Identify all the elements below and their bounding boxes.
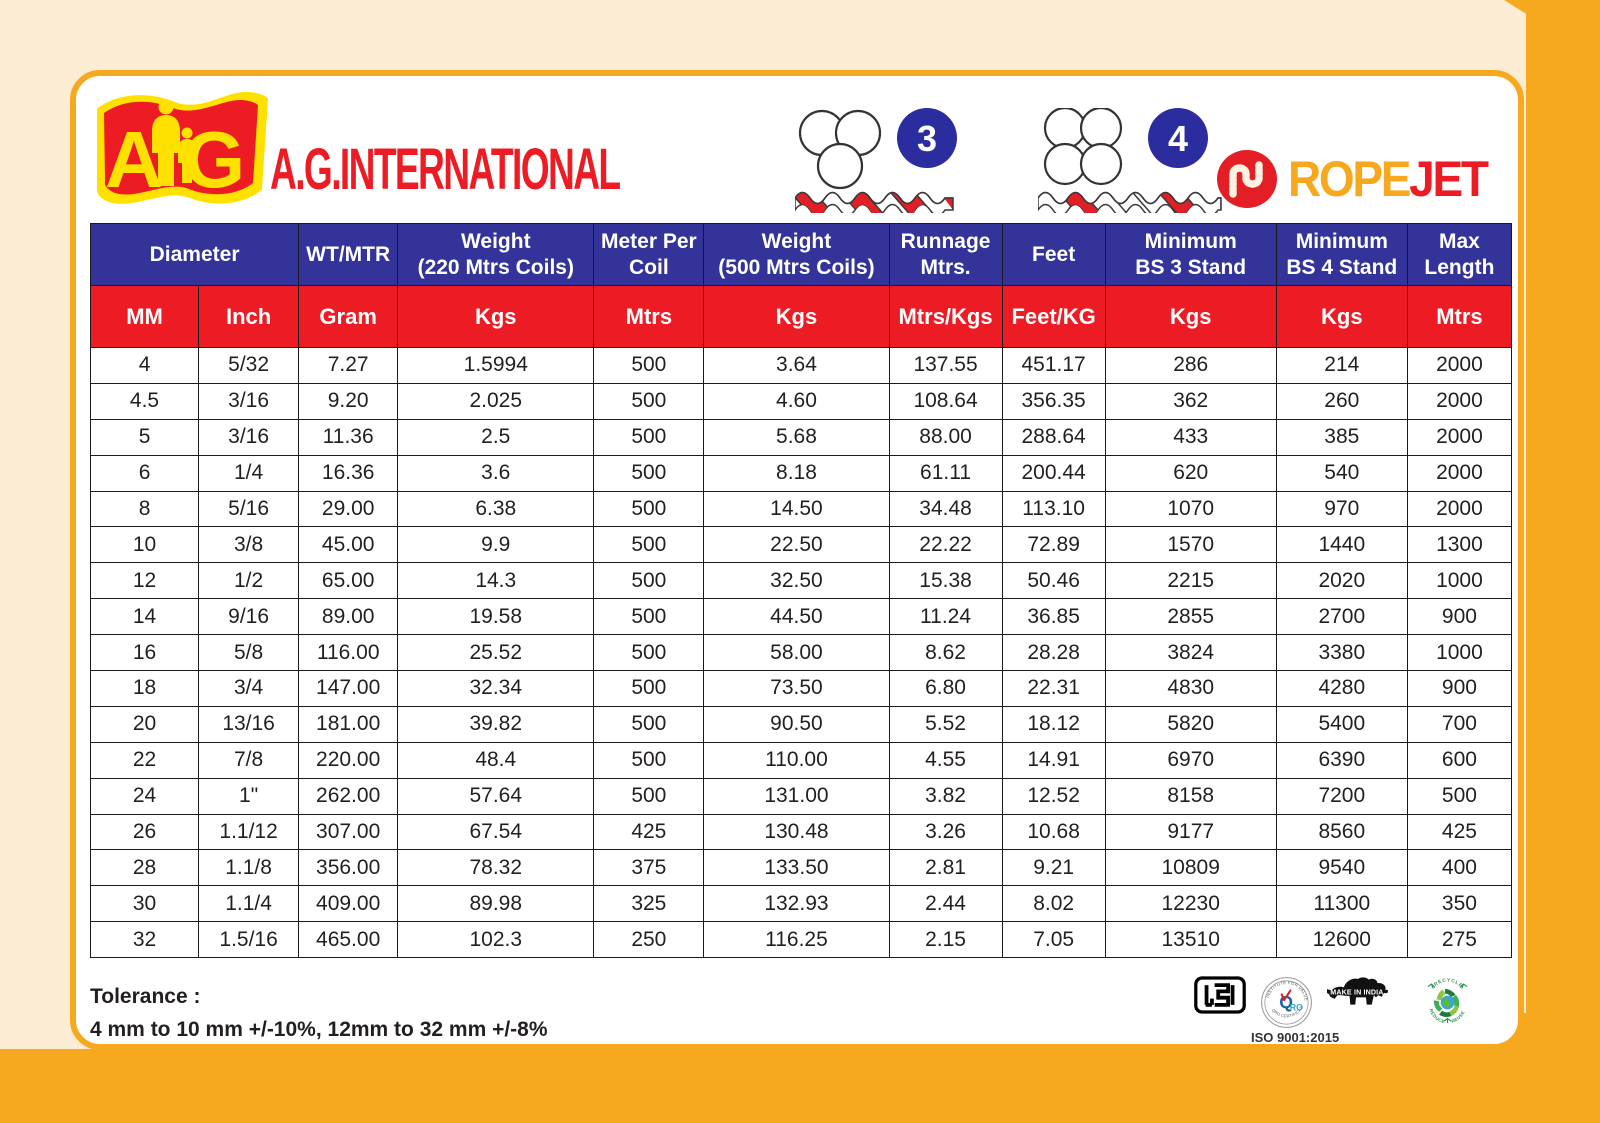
svg-text:3: 3 <box>917 118 937 159</box>
svg-text:4: 4 <box>1168 118 1188 159</box>
svg-text:A: A <box>105 115 161 204</box>
svg-text:MAKE IN INDIA: MAKE IN INDIA <box>1330 989 1383 997</box>
svg-text:RECYCLE: RECYCLE <box>1433 978 1464 990</box>
svg-text:RO: RO <box>1290 1003 1303 1013</box>
svg-text:G: G <box>183 115 241 204</box>
